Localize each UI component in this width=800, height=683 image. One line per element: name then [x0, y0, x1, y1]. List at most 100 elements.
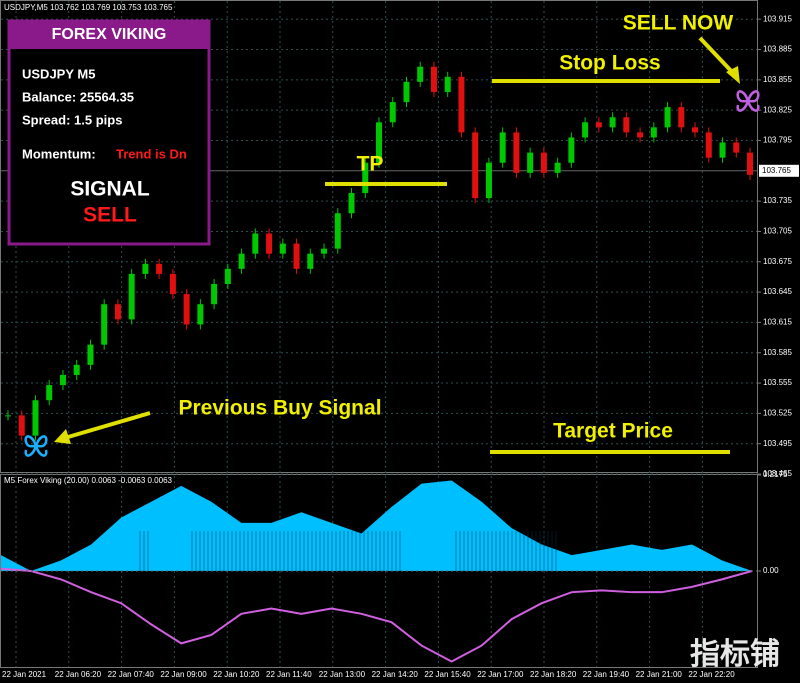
- buy-signal-icon: [24, 435, 48, 457]
- x-tick-label: 22 Jan 17:00: [477, 670, 524, 679]
- candle-body: [458, 76, 465, 133]
- candle-body: [142, 263, 149, 274]
- sell-arrow: [698, 36, 737, 77]
- candle-body: [334, 213, 341, 249]
- sell-signal-icon: [736, 90, 760, 112]
- candle-body: [156, 263, 163, 274]
- candle-body: [403, 81, 410, 103]
- candle-body: [540, 152, 547, 173]
- candle-body: [238, 253, 245, 269]
- info-panel-header: [9, 21, 209, 49]
- x-tick-label: 22 Jan 15:40: [424, 670, 471, 679]
- y-tick-label: 103.705: [763, 227, 792, 236]
- candle-body: [444, 76, 451, 92]
- y-tick-label: 103.915: [763, 14, 792, 23]
- candle-body: [417, 66, 424, 82]
- candle-body: [623, 117, 630, 133]
- x-tick-label: 22 Jan 19:40: [583, 670, 630, 679]
- current-price-label: 103.765: [762, 166, 791, 175]
- x-tick-label: 22 Jan 18:20: [530, 670, 577, 679]
- candle-body: [211, 284, 218, 305]
- candle-body: [485, 162, 492, 199]
- candle-body: [499, 132, 506, 163]
- osc-tick-label: 0.00: [763, 566, 779, 575]
- candle-body: [293, 243, 300, 269]
- oscillator-label: M5 Forex Viking (20.00) 0.0063 -0.0063 0…: [4, 476, 173, 485]
- y-tick-label: 103.885: [763, 45, 792, 54]
- candle-body: [637, 132, 644, 138]
- candle-body: [224, 268, 231, 285]
- previous-buy-label: Previous Buy Signal: [178, 397, 381, 420]
- y-tick-label: 103.645: [763, 287, 792, 296]
- candle-body: [747, 152, 753, 175]
- x-tick-label: 22 Jan 07:40: [108, 670, 155, 679]
- y-tick-label: 103.675: [763, 257, 792, 266]
- y-tick-label: 103.735: [763, 196, 792, 205]
- candle-body: [197, 304, 204, 325]
- candle-body: [609, 117, 616, 128]
- osc-tick-label: 0.2175: [763, 470, 788, 479]
- candle-body: [595, 122, 602, 128]
- candle-body: [554, 162, 561, 173]
- y-tick-label: 103.795: [763, 136, 792, 145]
- momentum-histogram: [1, 480, 752, 571]
- candle-body: [513, 132, 520, 173]
- candle-body: [114, 304, 121, 320]
- sell-now-label: SELL NOW: [623, 12, 734, 35]
- target-price-label: Target Price: [553, 420, 673, 443]
- panel-title: FOREX VIKING: [52, 26, 167, 43]
- x-tick-label: 22 Jan 22:20: [688, 670, 735, 679]
- sell-arrowhead: [726, 66, 740, 84]
- y-tick-label: 103.585: [763, 348, 792, 357]
- candle-body: [430, 66, 437, 92]
- candle-body: [266, 233, 273, 254]
- y-tick-label: 103.615: [763, 318, 792, 327]
- x-tick-label: 22 Jan 2021: [2, 670, 47, 679]
- x-tick-label: 22 Jan 09:00: [160, 670, 207, 679]
- y-tick-label: 103.495: [763, 439, 792, 448]
- panel-momentum-label: Momentum:: [22, 146, 96, 161]
- candle-body: [582, 122, 589, 138]
- candle-body: [32, 400, 39, 436]
- candle-body: [348, 193, 355, 214]
- candle-body: [527, 152, 534, 173]
- panel-spread: Spread: 1.5 pips: [22, 112, 122, 127]
- candle-body: [279, 243, 286, 254]
- y-tick-label: 103.465: [763, 469, 792, 478]
- candle-body: [472, 132, 479, 199]
- watermark: 指标铺: [690, 638, 780, 671]
- x-tick-label: 22 Jan 13:00: [319, 670, 366, 679]
- panel-pair: USDJPY M5: [22, 66, 95, 81]
- candle-body: [101, 304, 108, 345]
- y-tick-label: 103.825: [763, 105, 792, 114]
- signal-line: [0, 567, 753, 663]
- panel-signal-value: SELL: [83, 204, 137, 227]
- candle-body: [389, 102, 396, 123]
- candles: [5, 61, 753, 441]
- candle-body: [183, 294, 190, 325]
- current-price-box: [759, 164, 799, 177]
- candle-body: [719, 142, 726, 158]
- symbol-header: USDJPY,M5 103.762 103.769 103.753 103.76…: [4, 3, 173, 12]
- y-tick-label: 103.525: [763, 408, 792, 417]
- candle-body: [705, 132, 712, 158]
- candle-body: [733, 142, 740, 153]
- panel-momentum-value: Trend is Dn: [116, 146, 187, 161]
- buy-arrowhead: [54, 429, 71, 444]
- candle-body: [664, 107, 671, 128]
- x-tick-label: 22 Jan 21:00: [636, 670, 683, 679]
- buy-arrow: [67, 411, 151, 439]
- candle-body: [252, 233, 259, 254]
- y-tick-label: 103.855: [763, 75, 792, 84]
- candle-body: [307, 253, 314, 269]
- x-tick-label: 22 Jan 14:20: [372, 670, 419, 679]
- candle-body: [321, 248, 328, 254]
- main-frame: [0, 0, 758, 473]
- candle-body: [46, 385, 53, 401]
- x-tick-label: 22 Jan 06:20: [55, 670, 102, 679]
- candle-body: [376, 122, 382, 163]
- candle-body: [678, 107, 685, 128]
- candle-body: [5, 415, 11, 417]
- candle-body: [59, 374, 66, 386]
